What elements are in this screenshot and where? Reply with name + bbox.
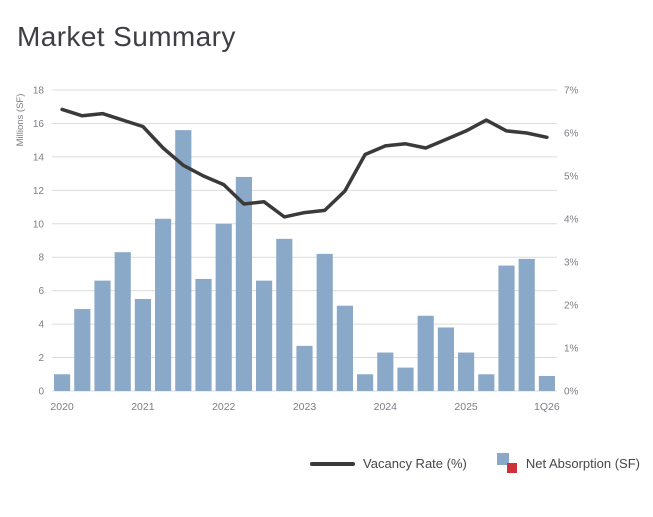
right-axis-tick-2%: 2% [564,301,579,312]
net-absorption-negative-swatch [506,463,517,473]
left-axis-tick-8: 8 [38,253,44,264]
right-axis-tick-6%: 6% [564,129,579,140]
right-axis-tick-0%: 0% [564,387,579,398]
bar-1Q20 [54,374,71,391]
bar-2Q23 [316,253,333,391]
bar-4Q25 [518,258,535,391]
vacancy-rate-line-swatch-icon [310,461,356,466]
legend-label-vacancy-rate: Vacancy Rate (%) [363,456,467,471]
chart-legend: Vacancy Rate (%) Net Absorption (SF) [310,453,640,474]
net-absorption-swatch-icon [496,453,518,474]
bar-3Q23 [336,305,353,391]
x-axis-tick-1Q26: 1Q26 [534,401,560,413]
left-axis-tick-16: 16 [33,119,45,130]
left-axis-tick-14: 14 [33,152,45,163]
bar-1Q25 [458,352,475,391]
bar-4Q20 [114,252,131,391]
vacancy-rate-line [60,107,549,219]
x-axis-tick-2023: 2023 [293,401,317,413]
bar-2Q20 [74,309,91,391]
bar-1Q23 [296,345,313,391]
right-axis-tick-7%: 7% [564,86,579,97]
bar-1Q21 [134,299,151,391]
bar-4Q21 [195,278,212,391]
bar-1Q24 [377,352,394,391]
legend-label-net-absorption: Net Absorption (SF) [525,456,640,471]
left-axis-tick-12: 12 [33,186,45,197]
left-axis-tick-6: 6 [38,286,44,297]
legend-item-net-absorption: Net Absorption (SF) [496,453,640,474]
x-axis-tick-2024: 2024 [374,401,398,413]
bar-2Q22 [235,176,252,391]
bar-1Q22 [215,223,232,391]
left-axis-tick-0: 0 [38,387,44,398]
x-axis-tick-2025: 2025 [454,401,478,413]
bar-2Q24 [397,367,414,391]
x-axis-tick-2020: 2020 [50,401,74,413]
bar-3Q21 [175,130,192,391]
net-absorption-positive-swatch [496,453,509,465]
bar-1Q26 [538,375,555,391]
bar-3Q25 [498,265,515,391]
right-axis-tick-5%: 5% [564,172,579,183]
bar-3Q22 [256,280,273,391]
left-axis-title: Millions (SF) [15,94,26,147]
bar-4Q23 [357,374,374,391]
bar-2Q21 [155,218,172,391]
page-title: Market Summary [17,21,236,52]
bar-3Q24 [417,315,434,391]
left-axis-tick-4: 4 [38,320,44,331]
left-axis-tick-18: 18 [33,86,45,97]
x-axis-tick-2021: 2021 [131,401,155,413]
right-axis-tick-4%: 4% [564,215,579,226]
left-axis-tick-10: 10 [33,219,45,230]
left-axis-tick-2: 2 [38,353,44,364]
bar-4Q22 [276,238,293,391]
legend-item-vacancy-rate: Vacancy Rate (%) [310,456,467,471]
bar-2Q25 [478,374,495,391]
right-axis-tick-3%: 3% [564,258,579,269]
bar-3Q20 [94,280,111,391]
bar-4Q24 [437,327,454,391]
x-axis-tick-2022: 2022 [212,401,236,413]
right-axis-tick-1%: 1% [564,344,579,355]
